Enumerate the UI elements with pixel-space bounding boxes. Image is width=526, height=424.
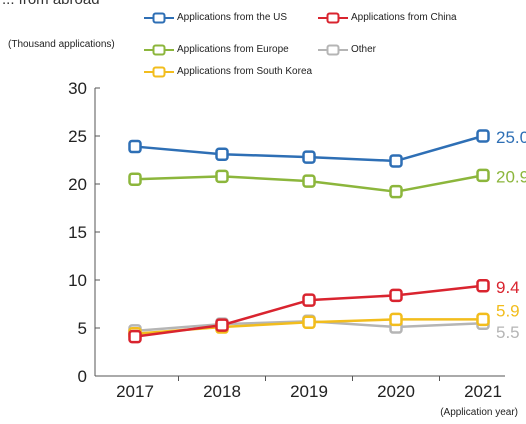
series-4-point [389, 312, 403, 327]
x-tick-label: 2021 [464, 382, 502, 401]
legend-label-other: Other [351, 44, 377, 55]
legend-label-europe: Applications from Europe [177, 44, 289, 55]
y-tick-label: 10 [68, 271, 87, 290]
legend-label-south-korea: Applications from South Korea [177, 66, 313, 77]
series-0-point [215, 147, 229, 161]
x-tick-label: 2020 [377, 382, 415, 401]
series-1-line [134, 284, 484, 338]
legend-key-us [144, 12, 174, 24]
legend-label-china: Applications from China [351, 12, 457, 23]
y-tick-label: 30 [68, 79, 87, 98]
series-2-point [215, 169, 229, 184]
series-1-point [128, 329, 142, 344]
series-2-point [389, 184, 403, 199]
y-tick-label: 25 [68, 127, 87, 146]
series-0-point [389, 154, 403, 168]
legend-item-south-korea: Applications from South Korea [144, 66, 324, 78]
series-1-point [389, 288, 403, 303]
series-2-end-label: 20.9 [496, 167, 526, 186]
series-2-point [128, 172, 142, 186]
legend-item-us: Applications from the US [144, 12, 287, 24]
series-4-end-label: 5.9 [496, 301, 520, 320]
legend-item-europe: Applications from Europe [144, 44, 289, 56]
series-0-point [476, 129, 490, 143]
legend-item-china: Applications from China [318, 12, 457, 24]
series-1-point [476, 279, 490, 293]
legend-key-europe [144, 44, 174, 56]
series-1-point [215, 318, 229, 332]
series-1-point [302, 293, 316, 307]
y-tick-label: 0 [78, 367, 87, 386]
series-0-point [128, 139, 142, 154]
y-axis-label: (Thousand applications) [8, 39, 115, 50]
series-4-point [476, 312, 490, 327]
legend-key-south-korea [144, 66, 174, 78]
series-2-point [302, 174, 316, 188]
x-tick-label: 2019 [290, 382, 328, 401]
series-2-point [476, 168, 490, 183]
x-tick-label: 2017 [116, 382, 154, 401]
legend-key-other [318, 44, 348, 56]
y-tick-label: 20 [68, 175, 87, 194]
x-tick-label: 2018 [203, 382, 241, 401]
series-0-point [302, 150, 316, 164]
x-axis-label: (Application year) [440, 407, 518, 418]
series-4-point [302, 315, 316, 329]
series-1-end-label: 9.4 [496, 278, 520, 297]
y-tick-label: 5 [78, 319, 87, 338]
legend-label-us: Applications from the US [177, 12, 288, 23]
y-tick-label: 15 [68, 223, 87, 242]
legend-key-china [318, 12, 348, 24]
legend-item-other: Other [318, 44, 376, 56]
cropped-header-fragment: ... from abroad [2, 0, 100, 8]
series-0-end-label: 25.0 [496, 128, 526, 147]
series-3-end-label: 5.5 [496, 323, 520, 342]
